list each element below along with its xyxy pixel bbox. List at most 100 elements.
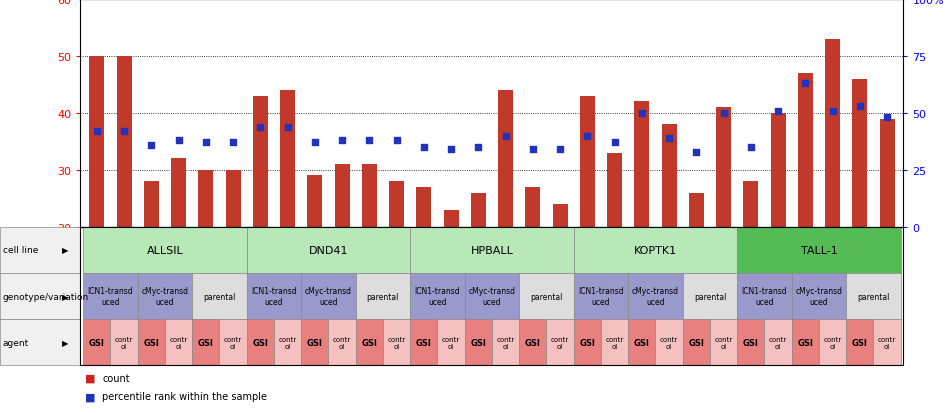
Text: parental: parental <box>203 292 236 301</box>
Text: contr
ol: contr ol <box>551 336 569 349</box>
Text: contr
ol: contr ol <box>605 336 623 349</box>
Point <box>852 103 867 110</box>
Bar <box>635 102 649 227</box>
Point <box>744 145 759 151</box>
Text: contr
ol: contr ol <box>878 336 896 349</box>
Bar <box>498 91 513 227</box>
Text: ▶: ▶ <box>61 246 68 255</box>
Text: GSI: GSI <box>743 338 759 347</box>
Point <box>525 147 540 153</box>
Bar <box>444 210 459 227</box>
Bar <box>471 193 486 227</box>
Text: GSI: GSI <box>144 338 159 347</box>
Point <box>171 138 186 144</box>
Text: GSI: GSI <box>307 338 323 347</box>
Bar <box>144 182 159 227</box>
Bar <box>580 97 595 227</box>
Text: DND41: DND41 <box>308 245 348 255</box>
Text: cMyc-transd
uced: cMyc-transd uced <box>305 287 352 306</box>
Point <box>770 108 785 114</box>
Point <box>580 133 595 140</box>
Point <box>498 133 513 140</box>
Text: ▶: ▶ <box>61 292 68 301</box>
Point <box>253 124 268 131</box>
Text: GSI: GSI <box>579 338 595 347</box>
Bar <box>225 170 240 227</box>
Bar <box>661 125 676 227</box>
Text: contr
ol: contr ol <box>442 336 460 349</box>
Text: GSI: GSI <box>361 338 377 347</box>
Text: contr
ol: contr ol <box>497 336 515 349</box>
Bar <box>797 74 813 227</box>
Point <box>389 138 404 144</box>
Bar <box>307 176 323 227</box>
Text: contr
ol: contr ol <box>114 336 133 349</box>
Text: cMyc-transd
uced: cMyc-transd uced <box>796 287 843 306</box>
Bar <box>280 91 295 227</box>
Text: ALLSIL: ALLSIL <box>147 245 184 255</box>
Bar <box>335 165 349 227</box>
Text: cell line: cell line <box>3 246 38 255</box>
Text: GSI: GSI <box>253 338 269 347</box>
Point <box>880 115 895 121</box>
Point <box>716 110 731 117</box>
Bar <box>880 119 895 227</box>
Point <box>825 108 840 114</box>
Text: GSI: GSI <box>797 338 814 347</box>
Text: cMyc-transd
uced: cMyc-transd uced <box>468 287 516 306</box>
Point <box>307 140 323 146</box>
Point <box>225 140 240 146</box>
Bar <box>825 40 840 227</box>
Text: KOPTK1: KOPTK1 <box>634 245 677 255</box>
Text: genotype/variation: genotype/variation <box>3 292 89 301</box>
Bar <box>525 188 540 227</box>
Text: ICN1-transd
uced: ICN1-transd uced <box>578 287 623 306</box>
Text: GSI: GSI <box>525 338 541 347</box>
Text: cMyc-transd
uced: cMyc-transd uced <box>632 287 679 306</box>
Text: parental: parental <box>367 292 399 301</box>
Bar <box>171 159 186 227</box>
Point <box>89 128 104 135</box>
Point <box>116 128 131 135</box>
Bar <box>89 57 104 227</box>
Text: ICN1-transd
uced: ICN1-transd uced <box>251 287 297 306</box>
Point <box>634 110 649 117</box>
Text: GSI: GSI <box>689 338 704 347</box>
Text: GSI: GSI <box>470 338 486 347</box>
Bar <box>607 153 622 227</box>
Bar <box>689 193 704 227</box>
Text: GSI: GSI <box>89 338 105 347</box>
Text: contr
ol: contr ol <box>660 336 678 349</box>
Bar <box>552 204 568 227</box>
Bar <box>716 108 731 227</box>
Point <box>416 145 431 151</box>
Point <box>444 147 459 153</box>
Text: ICN1-transd
uced: ICN1-transd uced <box>414 287 460 306</box>
Bar <box>116 57 131 227</box>
Text: GSI: GSI <box>198 338 214 347</box>
Text: HPBALL: HPBALL <box>470 245 514 255</box>
Text: percentile rank within the sample: percentile rank within the sample <box>102 392 267 401</box>
Point <box>689 149 704 155</box>
Point <box>335 138 350 144</box>
Text: GSI: GSI <box>852 338 867 347</box>
Text: contr
ol: contr ol <box>333 336 351 349</box>
Point <box>552 147 568 153</box>
Point <box>607 140 622 146</box>
Text: contr
ol: contr ol <box>769 336 787 349</box>
Point <box>144 142 159 149</box>
Text: TALL-1: TALL-1 <box>800 245 837 255</box>
Text: contr
ol: contr ol <box>714 336 733 349</box>
Text: ICN1-transd
uced: ICN1-transd uced <box>88 287 133 306</box>
Text: contr
ol: contr ol <box>388 336 406 349</box>
Point <box>361 138 377 144</box>
Bar <box>852 79 867 227</box>
Bar <box>416 188 431 227</box>
Text: count: count <box>102 373 130 383</box>
Bar <box>361 165 377 227</box>
Point <box>661 135 676 142</box>
Text: contr
ol: contr ol <box>169 336 187 349</box>
Bar <box>771 114 785 227</box>
Bar <box>199 170 213 227</box>
Point <box>797 81 813 87</box>
